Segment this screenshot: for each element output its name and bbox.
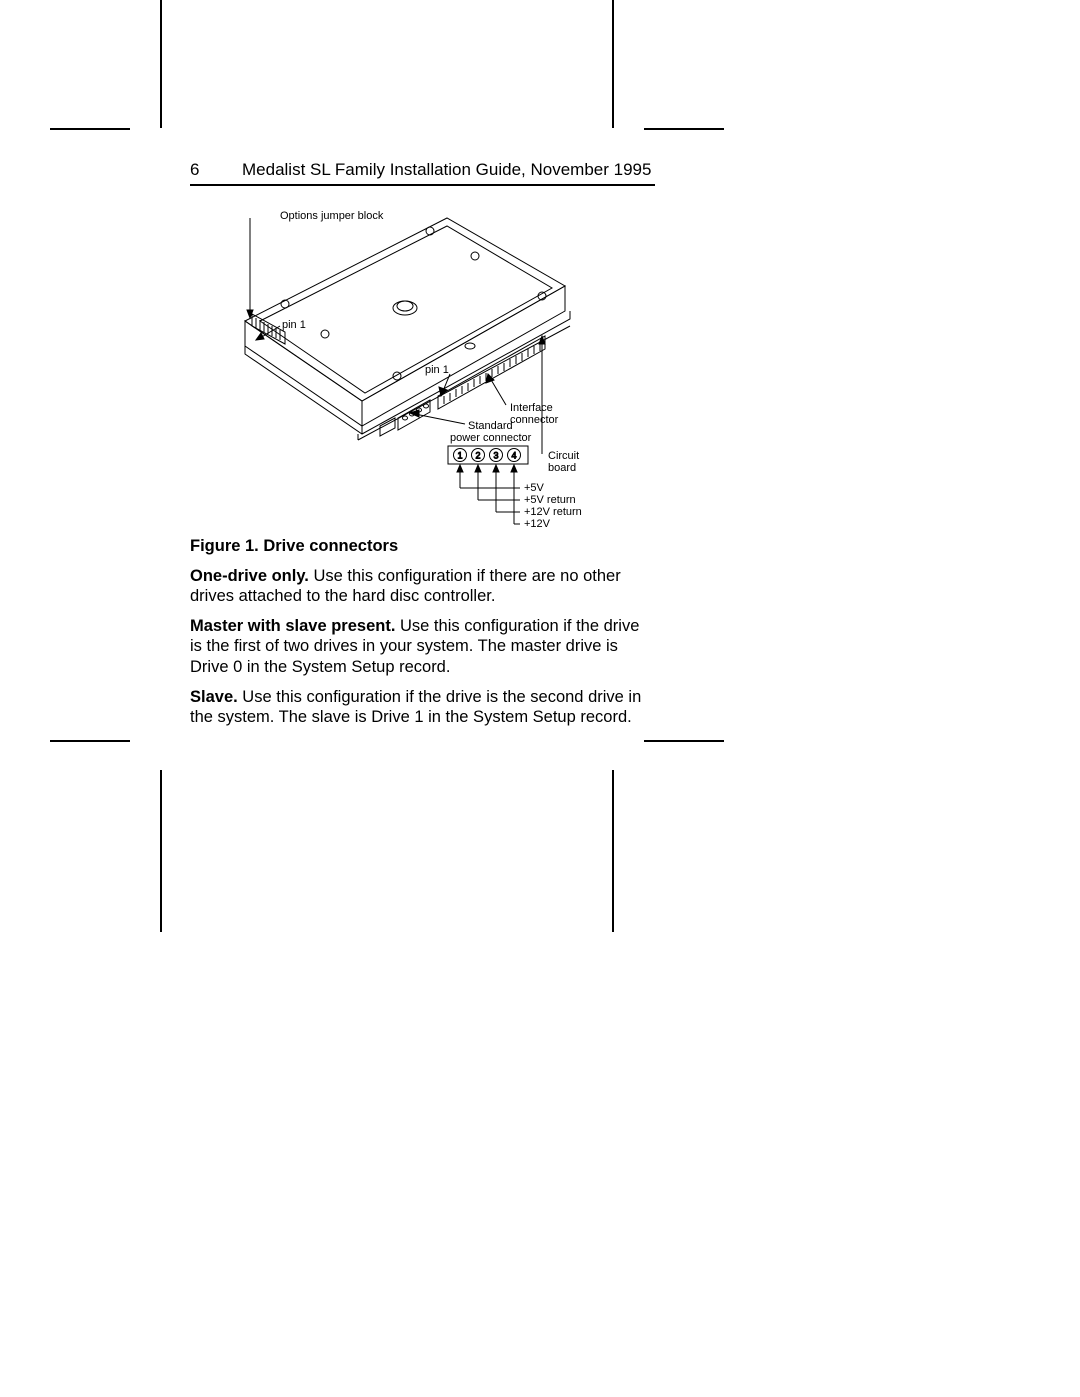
label-interface-1: Interface xyxy=(510,402,553,415)
crop-mark xyxy=(644,128,724,130)
label-circuit-2: board xyxy=(548,462,576,475)
label-12v: +12V xyxy=(524,518,550,531)
svg-text:4: 4 xyxy=(511,451,516,461)
label-circuit-1: Circuit xyxy=(548,450,579,463)
drive-diagram-svg: 1 2 3 4 xyxy=(190,196,655,531)
crop-mark xyxy=(612,0,614,128)
svg-text:2: 2 xyxy=(475,451,480,461)
drive-connectors-figure: 1 2 3 4 Options jumper block xyxy=(190,196,655,531)
label-options-jumper: Options jumper block xyxy=(280,210,383,223)
svg-text:3: 3 xyxy=(493,451,498,461)
figure-caption: Figure 1. Drive connectors xyxy=(190,537,655,556)
label-12v-return: +12V return xyxy=(524,506,582,519)
page-number: 6 xyxy=(190,160,242,180)
header-title: Medalist SL Family Installation Guide, N… xyxy=(242,160,651,180)
svg-text:1: 1 xyxy=(457,451,462,461)
label-pin1-left: pin 1 xyxy=(282,319,306,332)
para3-bold: Slave. xyxy=(190,688,238,706)
label-5v: +5V xyxy=(524,482,544,495)
crop-mark xyxy=(160,770,162,932)
paragraph-slave: Slave. Use this configuration if the dri… xyxy=(190,687,655,727)
label-stdpower-2: power connector xyxy=(450,432,531,445)
crop-mark xyxy=(50,128,130,130)
page-header: 6 Medalist SL Family Installation Guide,… xyxy=(190,160,655,186)
label-5v-return: +5V return xyxy=(524,494,576,507)
crop-mark xyxy=(50,740,130,742)
para3-text: Use this configuration if the drive is t… xyxy=(190,688,641,726)
crop-mark xyxy=(644,740,724,742)
crop-mark xyxy=(612,770,614,932)
paragraph-one-drive: One-drive only. Use this configuration i… xyxy=(190,566,655,606)
label-stdpower-1: Standard xyxy=(468,420,513,433)
paragraph-master-slave: Master with slave present. Use this conf… xyxy=(190,616,655,676)
page-content: 6 Medalist SL Family Installation Guide,… xyxy=(190,160,655,737)
label-pin1-right: pin 1 xyxy=(425,364,449,377)
label-interface-2: connector xyxy=(510,414,558,427)
para2-bold: Master with slave present. xyxy=(190,617,395,635)
crop-mark xyxy=(160,0,162,128)
para1-bold: One-drive only. xyxy=(190,567,309,585)
